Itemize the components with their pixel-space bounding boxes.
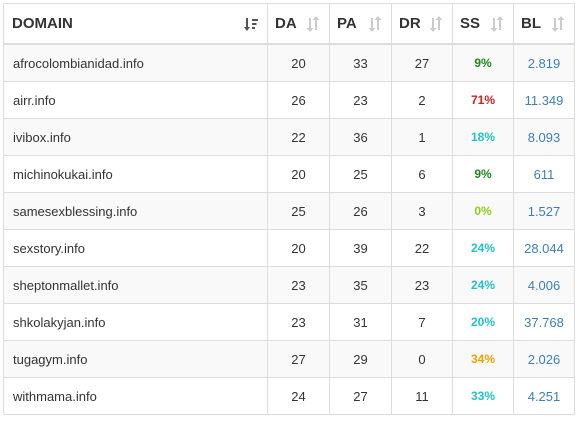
dr-cell: 7 <box>391 303 453 341</box>
sort-both-icon[interactable] <box>305 15 321 32</box>
pa-cell: 26 <box>329 192 392 230</box>
column-header-bl[interactable]: BL <box>513 3 575 45</box>
table-header-row: DOMAIN DA <box>3 3 575 45</box>
pa-cell: 31 <box>329 303 392 341</box>
bl-link[interactable]: 1.527 <box>513 192 575 230</box>
column-header-ss[interactable]: SS <box>452 3 514 45</box>
table-row: shkolakyjan.info 23 31 7 20% 37.768 <box>3 303 575 341</box>
domain-cell: afrocolombianidad.info <box>3 43 268 82</box>
dr-cell: 11 <box>391 377 453 415</box>
table-row: tugagym.info 27 29 0 34% 2.026 <box>3 340 575 378</box>
pa-cell: 23 <box>329 81 392 119</box>
table-row: airr.info 26 23 2 71% 11.349 <box>3 81 575 119</box>
column-header-dr-label: DR <box>399 15 421 32</box>
ss-cell: 24% <box>452 266 514 304</box>
dr-cell: 2 <box>391 81 453 119</box>
bl-link[interactable]: 4.006 <box>513 266 575 304</box>
domain-cell: ivibox.info <box>3 118 268 156</box>
dr-cell: 1 <box>391 118 453 156</box>
domain-cell: airr.info <box>3 81 268 119</box>
sort-both-icon[interactable] <box>428 15 444 32</box>
sort-both-icon[interactable] <box>367 15 383 32</box>
table-row: samesexblessing.info 25 26 3 0% 1.527 <box>3 192 575 230</box>
pa-cell: 33 <box>329 43 392 82</box>
ss-cell: 24% <box>452 229 514 267</box>
dr-cell: 22 <box>391 229 453 267</box>
sort-active-icon[interactable] <box>243 16 259 32</box>
table-row: withmama.info 24 27 11 33% 4.251 <box>3 377 575 415</box>
ss-cell: 0% <box>452 192 514 230</box>
column-header-pa[interactable]: PA <box>329 3 392 45</box>
table-row: ivibox.info 22 36 1 18% 8.093 <box>3 118 575 156</box>
sort-both-icon[interactable] <box>489 15 505 32</box>
table-row: michinokukai.info 20 25 6 9% 611 <box>3 155 575 193</box>
pa-cell: 29 <box>329 340 392 378</box>
domain-cell: michinokukai.info <box>3 155 268 193</box>
column-header-da[interactable]: DA <box>267 3 330 45</box>
domain-cell: sheptonmallet.info <box>3 266 268 304</box>
domain-cell: withmama.info <box>3 377 268 415</box>
domain-cell: samesexblessing.info <box>3 192 268 230</box>
ss-cell: 34% <box>452 340 514 378</box>
da-cell: 23 <box>267 266 330 304</box>
bl-link[interactable]: 8.093 <box>513 118 575 156</box>
da-cell: 23 <box>267 303 330 341</box>
da-cell: 26 <box>267 81 330 119</box>
column-header-dr[interactable]: DR <box>391 3 453 45</box>
dr-cell: 0 <box>391 340 453 378</box>
column-header-domain[interactable]: DOMAIN <box>3 3 268 45</box>
table-row: afrocolombianidad.info 20 33 27 9% 2.819 <box>3 43 575 82</box>
domain-cell: sexstory.info <box>3 229 268 267</box>
pa-cell: 25 <box>329 155 392 193</box>
bl-link[interactable]: 2.026 <box>513 340 575 378</box>
da-cell: 20 <box>267 43 330 82</box>
ss-cell: 33% <box>452 377 514 415</box>
bl-link[interactable]: 28.044 <box>513 229 575 267</box>
domain-table: DOMAIN DA <box>3 3 575 415</box>
ss-cell: 9% <box>452 43 514 82</box>
sort-both-icon[interactable] <box>550 15 566 32</box>
column-header-ss-label: SS <box>460 15 481 32</box>
da-cell: 27 <box>267 340 330 378</box>
ss-cell: 20% <box>452 303 514 341</box>
da-cell: 24 <box>267 377 330 415</box>
dr-cell: 3 <box>391 192 453 230</box>
domain-cell: shkolakyjan.info <box>3 303 268 341</box>
column-header-da-label: DA <box>275 15 297 32</box>
bl-link[interactable]: 37.768 <box>513 303 575 341</box>
table-row: sheptonmallet.info 23 35 23 24% 4.006 <box>3 266 575 304</box>
pa-cell: 35 <box>329 266 392 304</box>
bl-link[interactable]: 2.819 <box>513 43 575 82</box>
bl-link[interactable]: 11.349 <box>513 81 575 119</box>
dr-cell: 6 <box>391 155 453 193</box>
column-header-bl-label: BL <box>521 15 541 32</box>
column-header-domain-label: DOMAIN <box>12 15 73 32</box>
domain-cell: tugagym.info <box>3 340 268 378</box>
dr-cell: 23 <box>391 266 453 304</box>
dr-cell: 27 <box>391 43 453 82</box>
bl-link[interactable]: 611 <box>513 155 575 193</box>
da-cell: 22 <box>267 118 330 156</box>
da-cell: 25 <box>267 192 330 230</box>
da-cell: 20 <box>267 229 330 267</box>
pa-cell: 36 <box>329 118 392 156</box>
table-row: sexstory.info 20 39 22 24% 28.044 <box>3 229 575 267</box>
ss-cell: 71% <box>452 81 514 119</box>
ss-cell: 9% <box>452 155 514 193</box>
da-cell: 20 <box>267 155 330 193</box>
pa-cell: 27 <box>329 377 392 415</box>
pa-cell: 39 <box>329 229 392 267</box>
bl-link[interactable]: 4.251 <box>513 377 575 415</box>
column-header-pa-label: PA <box>337 15 357 32</box>
ss-cell: 18% <box>452 118 514 156</box>
